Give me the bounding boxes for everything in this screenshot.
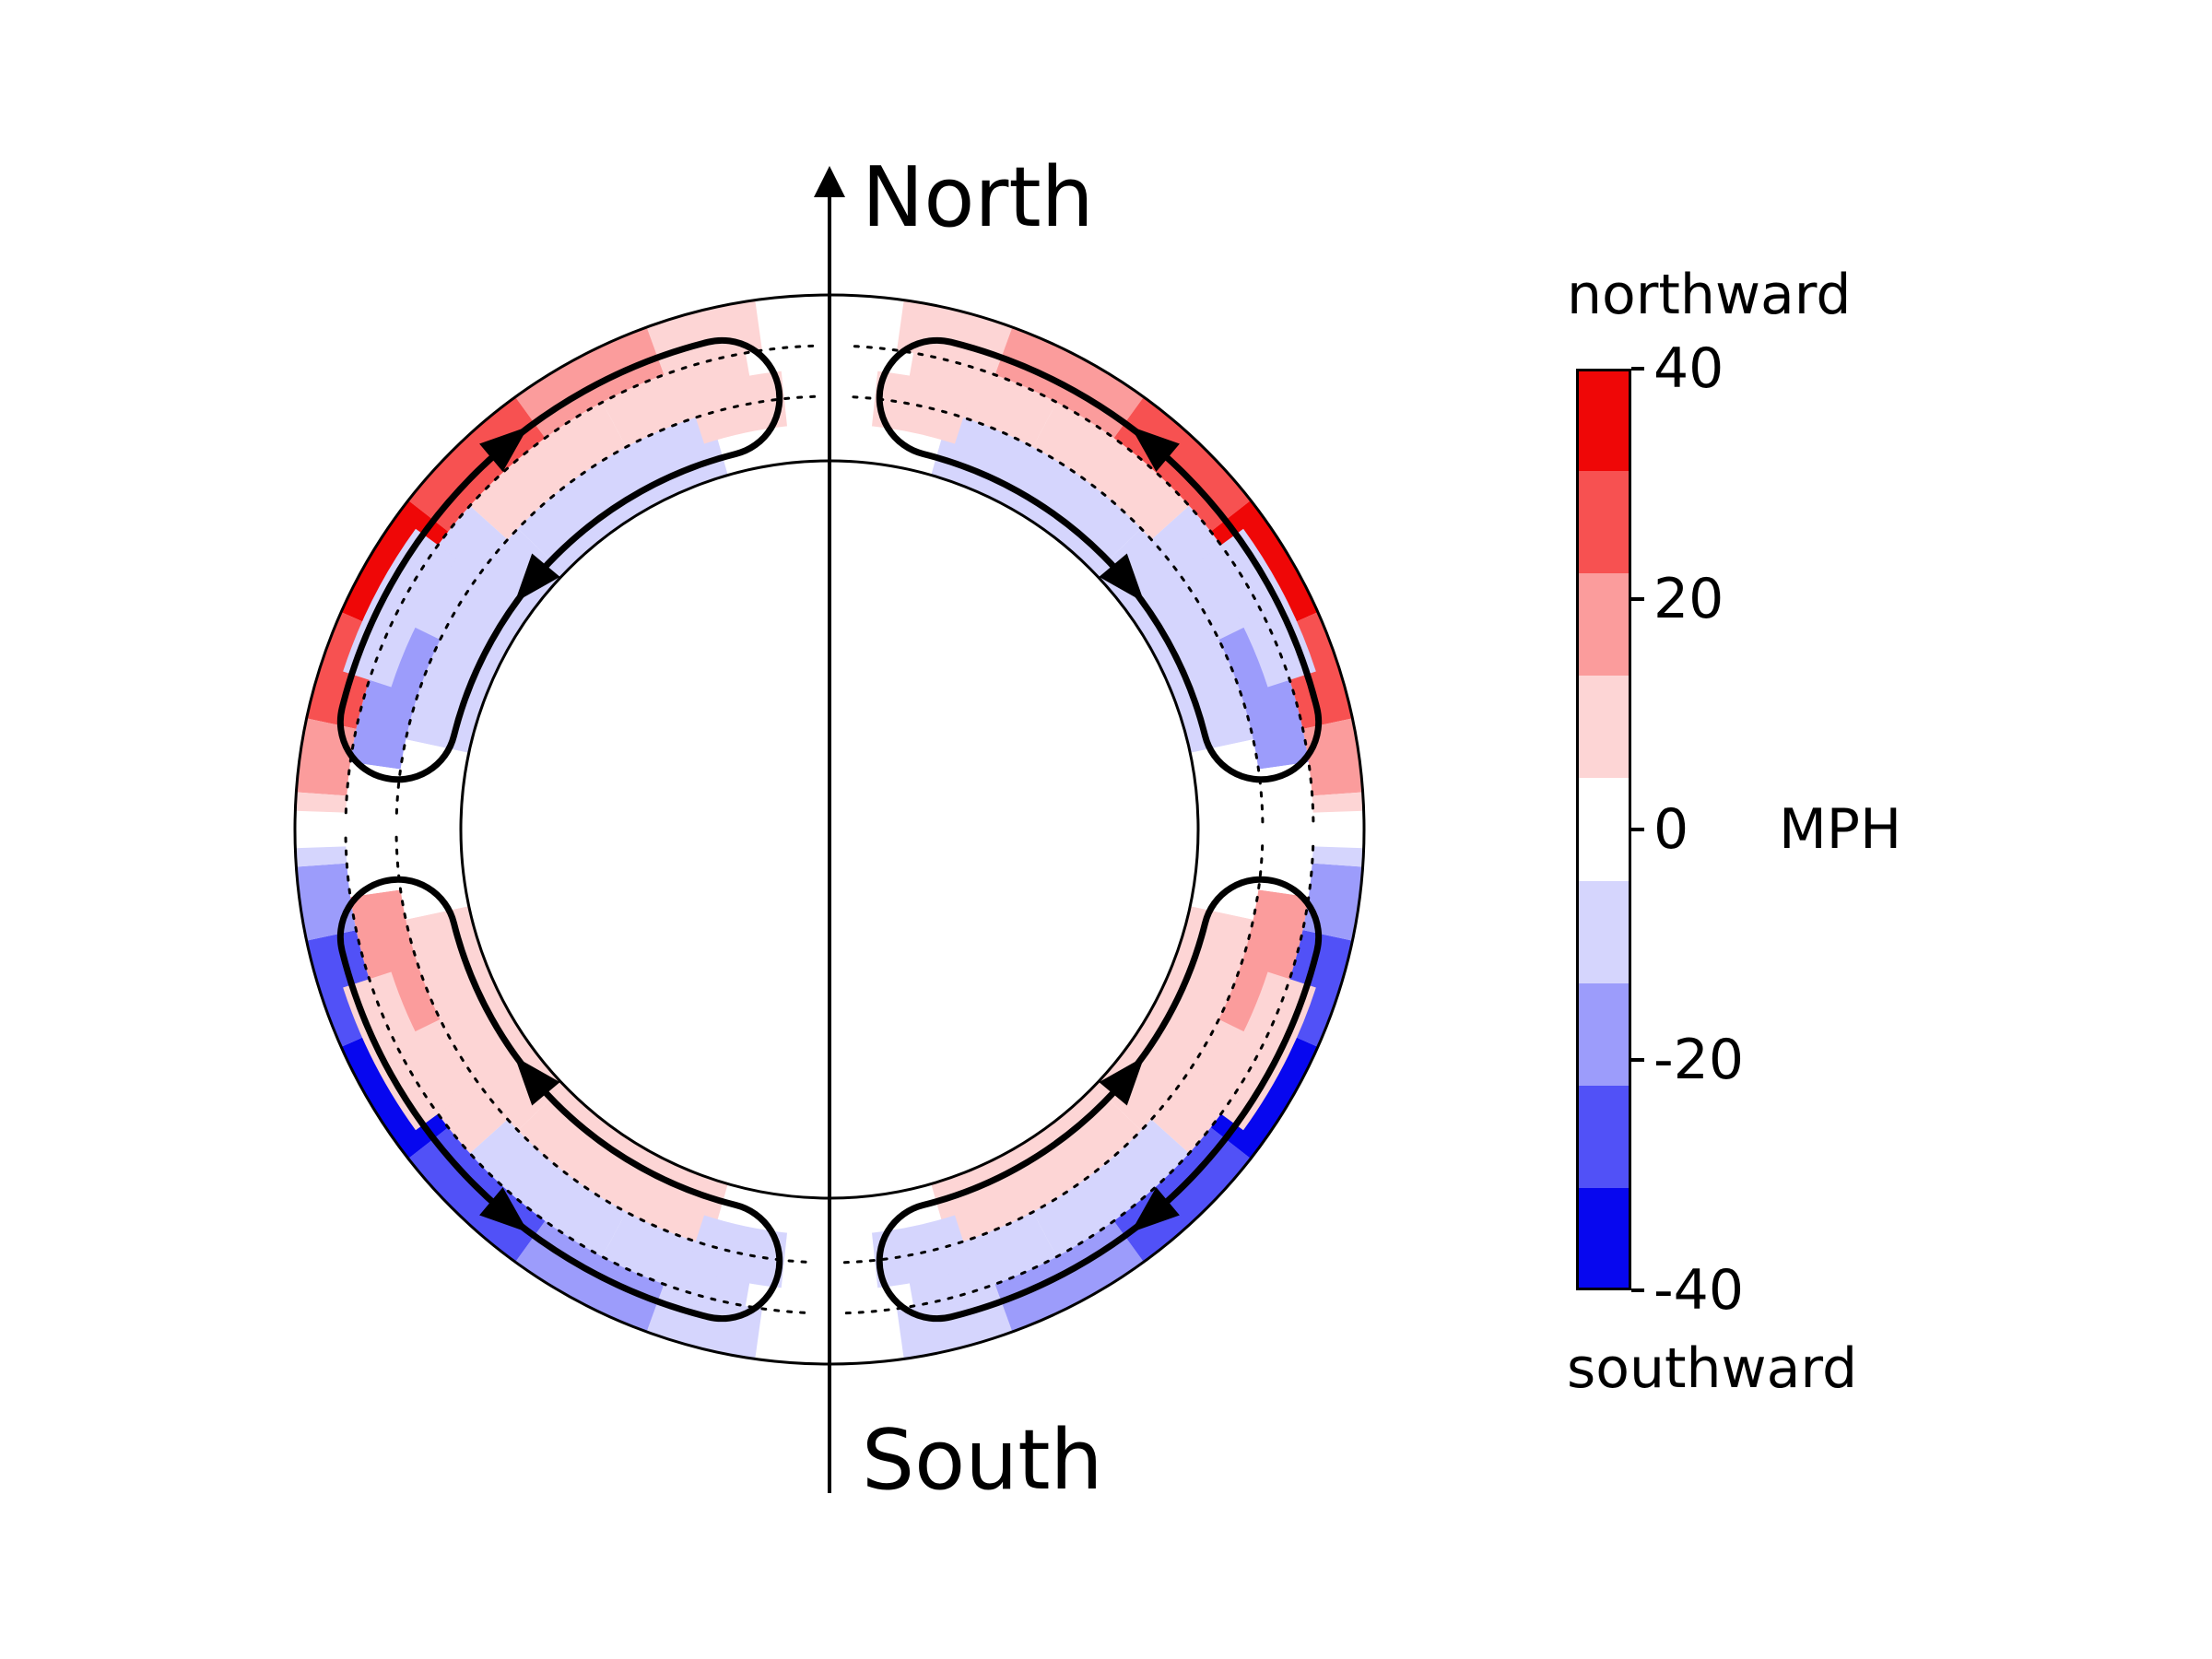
colorbar-tick <box>1631 597 1644 601</box>
southward-label: southward <box>1567 1341 1857 1396</box>
north-label: North <box>862 157 1094 240</box>
colorbar-tick <box>1631 828 1644 831</box>
colorbar-tick <box>1631 1288 1644 1292</box>
colorbar-tick-label: 0 <box>1653 797 1688 862</box>
figure: North South northward southward -40-2002… <box>0 0 2212 1659</box>
colorbar-tick-label: -20 <box>1653 1028 1744 1092</box>
colorbar-tick <box>1631 1058 1644 1062</box>
northward-label: northward <box>1567 267 1852 323</box>
colorbar-tick-label: 40 <box>1653 336 1724 401</box>
colorbar-unit-label: MPH <box>1779 797 1901 862</box>
colorbar-tick-label: -40 <box>1653 1258 1744 1323</box>
colorbar-outline <box>1576 369 1631 1290</box>
south-label: South <box>862 1419 1103 1502</box>
colorbar-tick-label: 20 <box>1653 567 1724 631</box>
colorbar: -40-2002040MPH <box>1576 369 1631 1290</box>
colorbar-tick <box>1631 367 1644 371</box>
